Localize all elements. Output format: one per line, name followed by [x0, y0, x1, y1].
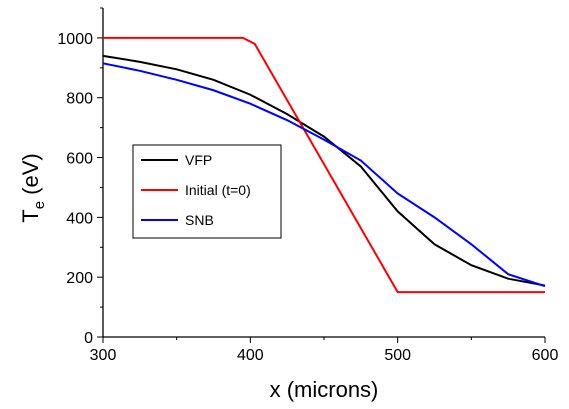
y-label-sub: e [31, 201, 48, 209]
y-axis-label: Te (eV) [18, 153, 48, 222]
x-tick-label: 500 [384, 347, 411, 364]
legend-label: Initial (t=0) [185, 182, 251, 198]
x-axis-label: x (microns) [270, 377, 379, 402]
y-label-rest: (eV) [18, 153, 43, 201]
x-tick-label: 400 [237, 347, 264, 364]
series-line [102, 62, 546, 288]
y-tick-label: 200 [66, 270, 93, 287]
x-tick-label: 300 [90, 347, 117, 364]
y-tick-label: 800 [66, 91, 93, 108]
series-line [102, 54, 546, 287]
legend-label: SNB [185, 212, 214, 228]
y-tick-label: 600 [66, 151, 93, 168]
series-line [103, 36, 545, 294]
y-tick-label: 1000 [57, 31, 93, 48]
legend-label: VFP [185, 152, 212, 168]
y-tick-label: 400 [66, 210, 93, 227]
y-label-main: T [18, 209, 43, 222]
y-tick-label: 0 [84, 330, 93, 347]
x-tick-label: 600 [532, 347, 559, 364]
legend: VFP Initial (t=0) SNB [132, 144, 282, 239]
